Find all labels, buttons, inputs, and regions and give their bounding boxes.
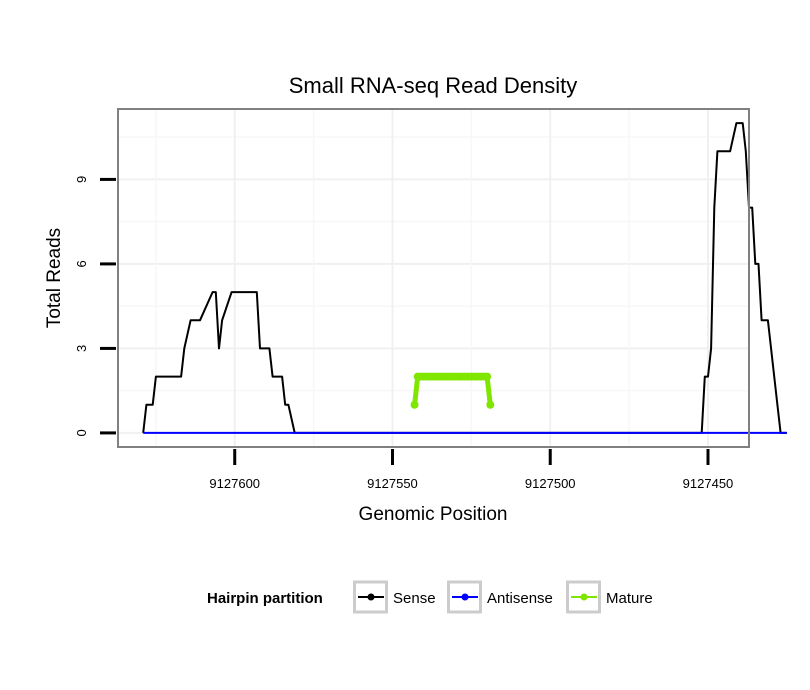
mature-point xyxy=(486,400,495,409)
y-tick-label: 9 xyxy=(74,176,89,183)
legend-title: Hairpin partition xyxy=(207,590,323,607)
plot-panel xyxy=(118,109,749,447)
panel-background xyxy=(118,109,749,447)
legend-entry-mature: Mature xyxy=(566,580,653,614)
y-tick-label: 0 xyxy=(74,429,89,436)
grid-lines xyxy=(118,109,749,447)
axes: 0 3 6 9 9127600 9127550 9127500 9127450 xyxy=(74,176,733,491)
series-mature xyxy=(410,372,495,409)
series-layer xyxy=(142,122,787,434)
legend-key-point xyxy=(461,593,469,601)
panel-border xyxy=(117,108,750,448)
y-tick-label: 3 xyxy=(74,345,89,352)
mature-point xyxy=(483,372,492,381)
x-tick-label: 9127600 xyxy=(209,476,260,491)
x-tick-label: 9127450 xyxy=(683,476,734,491)
x-tick-label: 9127500 xyxy=(525,476,576,491)
mature-point xyxy=(410,400,419,409)
x-axis-title: Genomic Position xyxy=(359,504,508,525)
legend-key-point xyxy=(367,593,375,601)
legend-label: Sense xyxy=(393,590,436,607)
legend-entry-sense: Sense xyxy=(353,580,436,614)
chart-title: Small RNA-seq Read Density xyxy=(289,73,578,98)
legend-label: Antisense xyxy=(487,590,553,607)
y-tick-label: 6 xyxy=(74,260,89,267)
legend-label: Mature xyxy=(606,590,653,607)
x-tick-label: 9127550 xyxy=(367,476,418,491)
legend: Hairpin partition Sense Antisense Mature xyxy=(207,580,653,614)
legend-entry-antisense: Antisense xyxy=(447,580,553,614)
legend-key-point xyxy=(580,593,588,601)
y-axis-title: Total Reads xyxy=(44,228,65,328)
